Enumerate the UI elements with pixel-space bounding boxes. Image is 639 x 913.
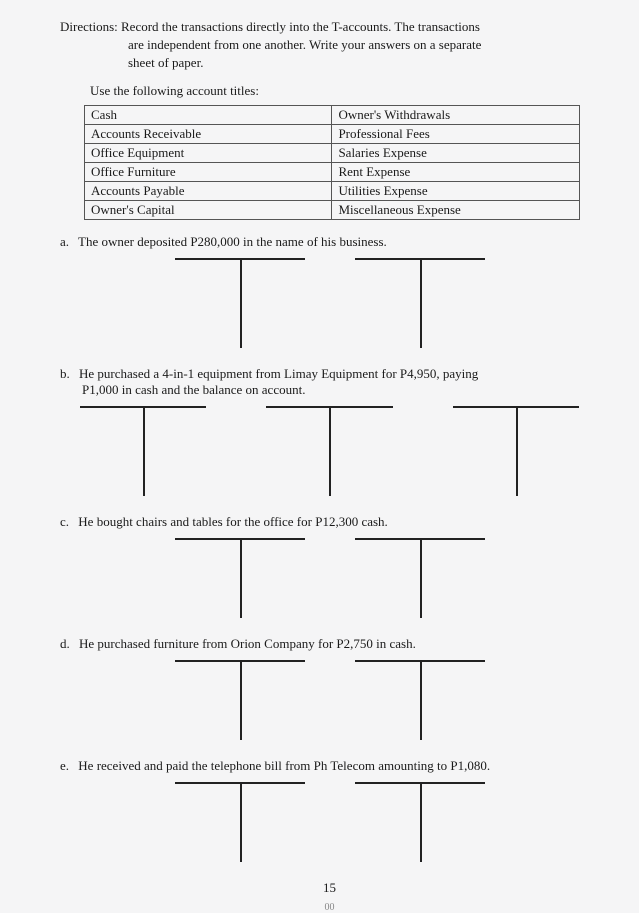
item-c-t-accounts	[60, 538, 599, 618]
t-account	[266, 406, 392, 496]
t-account	[175, 538, 305, 618]
item-b-label: b.	[60, 366, 70, 381]
account-titles-table: CashOwner's Withdrawals Accounts Receiva…	[84, 105, 580, 220]
t-account	[453, 406, 579, 496]
t-account	[355, 538, 485, 618]
item-e: e. He received and paid the telephone bi…	[60, 758, 599, 774]
item-d-label: d.	[60, 636, 70, 651]
t-account	[175, 782, 305, 862]
footer-mark: 00	[60, 902, 599, 913]
directions-label: Directions:	[60, 19, 118, 34]
item-c-text: He bought chairs and tables for the offi…	[78, 514, 388, 529]
acct-cell: Salaries Expense	[332, 143, 579, 162]
use-titles-text: Use the following account titles:	[90, 83, 599, 99]
acct-cell: Cash	[85, 105, 332, 124]
acct-cell: Owner's Capital	[85, 200, 332, 219]
page-number: 15	[60, 880, 599, 896]
t-account	[80, 406, 206, 496]
t-account	[355, 258, 485, 348]
item-c: c. He bought chairs and tables for the o…	[60, 514, 599, 530]
acct-cell: Miscellaneous Expense	[332, 200, 579, 219]
item-e-label: e.	[60, 758, 69, 773]
item-a-text: The owner deposited P280,000 in the name…	[78, 234, 387, 249]
item-a: a. The owner deposited P280,000 in the n…	[60, 234, 599, 250]
acct-cell: Rent Expense	[332, 162, 579, 181]
directions-text-3: sheet of paper.	[128, 54, 599, 72]
item-e-text: He received and paid the telephone bill …	[78, 758, 490, 773]
t-account	[355, 782, 485, 862]
item-b-t-accounts	[60, 406, 599, 496]
item-d: d. He purchased furniture from Orion Com…	[60, 636, 599, 652]
item-a-label: a.	[60, 234, 69, 249]
acct-cell: Accounts Payable	[85, 181, 332, 200]
acct-cell: Utilities Expense	[332, 181, 579, 200]
item-c-label: c.	[60, 514, 69, 529]
item-b: b. He purchased a 4-in-1 equipment from …	[60, 366, 599, 398]
acct-cell: Office Furniture	[85, 162, 332, 181]
item-b-text-2: P1,000 in cash and the balance on accoun…	[82, 382, 599, 398]
t-account	[175, 660, 305, 740]
item-b-text-1: He purchased a 4-in-1 equipment from Lim…	[79, 366, 478, 381]
acct-cell: Office Equipment	[85, 143, 332, 162]
t-account	[175, 258, 305, 348]
item-a-t-accounts	[60, 258, 599, 348]
acct-cell: Owner's Withdrawals	[332, 105, 579, 124]
acct-cell: Accounts Receivable	[85, 124, 332, 143]
item-d-t-accounts	[60, 660, 599, 740]
acct-cell: Professional Fees	[332, 124, 579, 143]
directions-block: Directions: Record the transactions dire…	[60, 18, 599, 73]
item-e-t-accounts	[60, 782, 599, 862]
item-d-text: He purchased furniture from Orion Compan…	[79, 636, 416, 651]
directions-text-1: Record the transactions directly into th…	[121, 19, 480, 34]
directions-text-2: are independent from one another. Write …	[128, 36, 599, 54]
t-account	[355, 660, 485, 740]
